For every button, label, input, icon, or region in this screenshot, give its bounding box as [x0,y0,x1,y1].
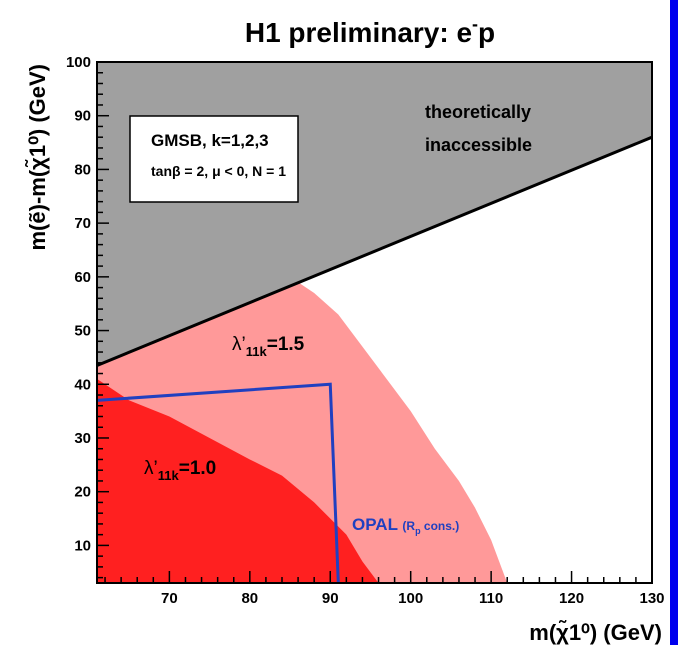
y-tick-label: 60 [74,269,91,286]
chart-title-main: H1 preliminary: e [245,17,472,48]
x-tick-label: 80 [241,590,258,607]
opal-label: OPAL (Rp cons.) [352,515,459,536]
x-tick-label: 110 [479,590,503,607]
x-axis-label: m(χ̃1⁰) (GeV) [529,620,662,645]
y-tick-label: 50 [74,323,91,340]
y-tick-label: 20 [74,484,91,501]
x-tick-label: 70 [161,590,178,607]
x-tick-label: 120 [559,590,584,607]
y-tick-label: 30 [74,430,91,447]
region-inaccessible [97,62,652,365]
chart-title: H1 preliminary: e-p [245,14,495,48]
y-tick-label: 90 [74,108,91,125]
y-tick-label: 80 [74,161,91,178]
region-label-inaccessible-1: theoretically [425,102,531,122]
legend-line-1: GMSB, k=1,2,3 [151,131,269,150]
x-tick-label: 130 [639,590,664,607]
x-tick-label: 90 [322,590,339,607]
y-axis-label: m(ẽ)-m(χ̃1⁰) (GeV) [25,64,50,251]
y-tick-label: 70 [74,215,91,232]
chart-title-suffix: p [478,17,495,48]
x-tick-label: 100 [398,590,423,607]
legend-box: GMSB, k=1,2,3 tanβ = 2, μ < 0, N = 1 [130,116,298,202]
legend-line-2: tanβ = 2, μ < 0, N = 1 [151,163,286,179]
y-tick-label: 100 [66,54,91,71]
region-label-inaccessible-2: inaccessible [425,135,532,155]
y-tick-label: 40 [74,376,91,393]
y-tick-label: 10 [74,537,91,554]
